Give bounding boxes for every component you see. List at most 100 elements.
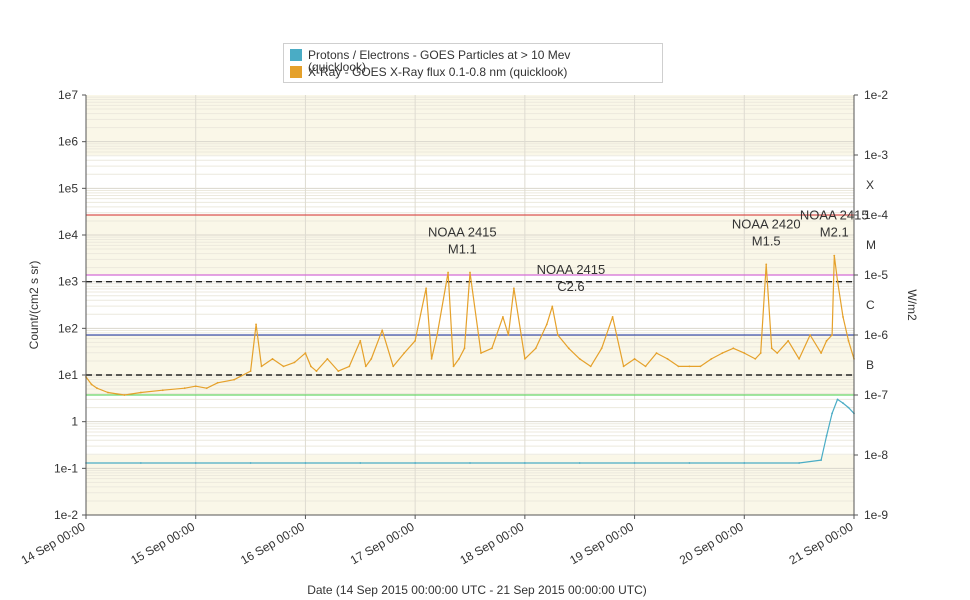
data-point — [282, 365, 285, 368]
data-point — [836, 279, 839, 282]
data-point — [502, 316, 504, 318]
data-point — [293, 361, 296, 364]
data-point — [836, 398, 839, 401]
legend-swatch-xray — [290, 66, 302, 78]
data-point — [655, 352, 658, 354]
legend: Protons / Electrons - GOES Particles at … — [283, 43, 663, 83]
data-point — [743, 462, 746, 464]
x-tick-label: 16 Sep 00:00 — [238, 519, 307, 567]
flare-class-label: B — [866, 358, 874, 372]
data-point — [759, 352, 762, 354]
data-point — [304, 462, 307, 464]
y-tick-label-right: 1e-8 — [864, 448, 888, 462]
x-tick-label: 17 Sep 00:00 — [348, 519, 417, 567]
data-point — [721, 352, 724, 354]
data-point — [90, 383, 93, 386]
data-point — [633, 462, 636, 464]
data-point — [677, 365, 680, 368]
data-point — [326, 357, 329, 360]
data-point — [820, 352, 822, 354]
data-point — [452, 365, 455, 368]
legend-item-particles[interactable]: Protons / Electrons - GOES Particles at … — [290, 48, 570, 62]
data-point — [233, 378, 236, 381]
y-tick-label-right: 1e-5 — [864, 268, 888, 282]
data-point — [310, 365, 312, 368]
data-point — [255, 323, 257, 326]
flare-class-label: C — [866, 298, 875, 312]
data-point — [825, 339, 828, 342]
data-point — [809, 334, 812, 336]
data-point — [798, 357, 801, 360]
data-point — [271, 357, 274, 360]
data-point — [578, 357, 581, 360]
data-point — [825, 434, 828, 437]
x-tick-label: 20 Sep 00:00 — [677, 519, 746, 567]
y-tick-label-right: 1e-7 — [864, 388, 888, 402]
data-point — [556, 334, 559, 336]
data-point — [205, 387, 208, 390]
data-point — [447, 271, 449, 274]
data-point — [831, 412, 833, 415]
data-point — [414, 339, 417, 342]
data-point — [644, 365, 647, 368]
y-tick-label-right: 1e-4 — [864, 208, 888, 222]
legend-label-particles-sub: (quicklook) — [308, 60, 367, 74]
y-tick-label-left: 1e6 — [58, 135, 78, 149]
data-point — [820, 459, 822, 462]
data-point — [833, 254, 836, 257]
data-point — [688, 365, 691, 368]
data-point — [534, 347, 537, 350]
data-point — [107, 391, 109, 394]
x-tick-label: 19 Sep 00:00 — [567, 519, 636, 567]
y-tick-label-right: 1e-2 — [864, 88, 888, 102]
data-point — [611, 316, 614, 318]
data-point — [732, 347, 735, 350]
y-tick-label-left: 1e4 — [58, 228, 78, 242]
data-point — [699, 365, 702, 368]
data-point — [842, 316, 844, 318]
data-point — [381, 329, 384, 332]
data-point — [348, 365, 351, 368]
data-point — [600, 347, 603, 350]
class-band — [86, 335, 854, 395]
x-tick-label: 18 Sep 00:00 — [458, 519, 527, 567]
axes — [85, 95, 855, 516]
data-point — [842, 402, 844, 404]
data-point — [523, 357, 526, 360]
y-tick-label-left: 1e-2 — [54, 508, 78, 522]
data-point — [139, 391, 142, 394]
annotation-class: C2.6 — [557, 279, 584, 294]
data-point — [194, 385, 197, 388]
legend-item-xray[interactable]: X-Ray - GOES X-Ray flux 0.1-0.8 nm (quic… — [290, 65, 567, 79]
data-point — [491, 347, 493, 350]
data-point — [216, 381, 219, 384]
data-point — [754, 357, 757, 360]
data-point — [512, 287, 515, 290]
data-point — [183, 387, 186, 390]
legend-label-particles: Protons / Electrons - GOES Particles at … — [308, 48, 571, 62]
annotation-region: NOAA 2420 — [732, 216, 801, 231]
data-point — [359, 462, 362, 464]
y-tick-label-left: 1e2 — [58, 321, 78, 335]
data-point — [469, 271, 471, 274]
data-point — [194, 462, 197, 464]
data-point — [480, 352, 482, 354]
data-point — [304, 352, 307, 354]
y-axis-left-label: Count/(cm2 s sr) — [27, 261, 41, 350]
y-tick-label-left: 1e7 — [58, 88, 78, 102]
data-point — [370, 357, 373, 360]
y-tick-label-left: 1e-1 — [54, 461, 78, 475]
flare-class-label: M — [866, 238, 876, 252]
data-point — [425, 287, 428, 290]
data-point — [403, 352, 406, 354]
annotation-region: NOAA 2415 — [537, 262, 606, 277]
data-point — [551, 305, 554, 308]
annotations: NOAA 2415 M1.1 NOAA 2415 C2.6 NOAA 2420 M1.5 N… — [428, 208, 869, 294]
class-band — [86, 455, 854, 515]
y-tick-label-right: 1e-6 — [864, 328, 888, 342]
flare-class-bands — [86, 95, 854, 515]
data-point — [249, 370, 252, 373]
class-band — [86, 275, 854, 335]
data-point — [622, 365, 625, 368]
y-tick-label-right: 1e-3 — [864, 148, 888, 162]
